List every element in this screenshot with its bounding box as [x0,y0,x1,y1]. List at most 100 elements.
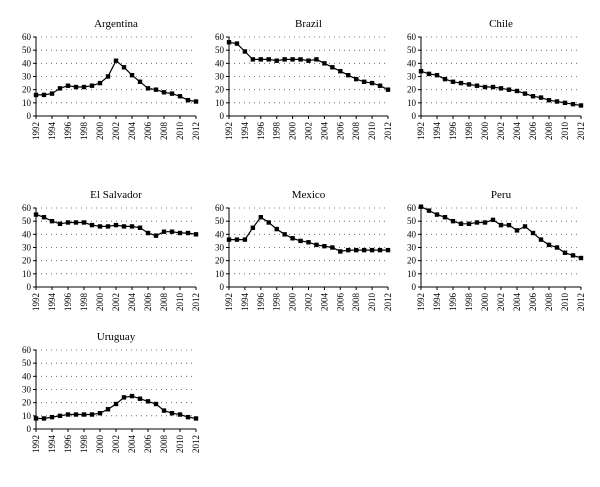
x-tick-label: 2002 [496,122,506,140]
x-tick-label: 2000 [288,293,298,312]
data-point [57,221,63,226]
data-point [89,412,95,417]
y-tick-label: 50 [407,216,417,226]
series-line [420,206,582,259]
data-point [546,242,552,248]
x-tick-label: 2002 [111,122,121,140]
x-tick-label: 2004 [127,293,137,312]
data-point [490,217,496,223]
data-point [65,412,71,417]
data-point [282,57,287,62]
x-tick-label: 1992 [416,293,426,311]
data-point [57,413,63,419]
data-point [266,220,271,225]
data-point [434,72,440,78]
data-point [306,240,311,245]
data-point [226,237,232,242]
x-tick-label: 1992 [31,293,41,311]
data-point [274,226,279,232]
x-tick-label: 2010 [367,122,377,141]
data-point [89,222,95,228]
data-point [290,57,295,62]
data-point [385,87,391,92]
x-tick-label: 2000 [480,122,490,141]
y-tick-label: 20 [407,256,417,266]
x-tick-label: 1992 [224,293,234,311]
x-tick-label: 2006 [528,293,538,312]
y-tick-label: 50 [22,358,32,368]
data-point [97,224,103,229]
x-tick-label: 1992 [224,122,234,140]
data-point [193,99,199,104]
data-point [250,225,256,230]
chart-panel: Argentina 0 10 20 30 40 50 60 1992 1994 1996 1998 20… [22,18,201,140]
chart-title: Peru [491,189,512,201]
x-tick-label: 2004 [319,122,329,141]
data-point [193,232,199,237]
data-point [474,83,480,88]
data-point [121,395,127,400]
data-point [369,80,375,86]
y-tick-label: 60 [215,32,225,42]
data-point [81,220,87,225]
data-point [306,58,311,63]
x-tick-label: 2006 [143,435,153,454]
x-tick-label: 1994 [432,293,442,312]
y-tick-label: 0 [27,111,32,121]
x-tick-label: 2010 [175,435,185,454]
x-tick-label: 2004 [512,122,522,141]
data-point [426,208,432,213]
data-point [65,220,71,225]
data-point [361,247,367,253]
x-tick-label: 2006 [335,293,345,312]
x-tick-label: 2006 [528,122,538,141]
x-tick-label: 2012 [191,122,201,140]
data-point [113,58,119,63]
data-point [121,224,127,229]
data-point [41,92,47,98]
x-tick-label: 2000 [95,435,105,454]
x-tick-label: 2010 [367,293,377,312]
data-point [562,100,568,106]
x-tick-label: 2008 [351,293,361,312]
data-point [137,396,143,401]
data-point [41,215,47,220]
data-point [185,230,191,236]
data-point [530,230,536,236]
data-point [322,61,327,66]
y-tick-label: 0 [412,282,417,292]
data-point [242,237,248,242]
x-tick-label: 2008 [351,122,361,141]
chart-panel: Chile 0 10 20 30 40 50 60 1992 1994 1996 1998 2000 20… [407,18,586,140]
data-point [153,233,159,238]
data-point [322,243,327,249]
data-point [538,237,544,242]
data-point [338,249,343,254]
y-tick-label: 40 [22,229,32,239]
x-tick-label: 2004 [127,122,137,141]
data-point [129,72,135,78]
data-point [578,103,584,108]
x-tick-label: 1996 [256,293,266,312]
data-point [570,101,576,107]
data-point [258,57,263,62]
x-tick-label: 1994 [240,122,250,141]
data-point [466,82,472,87]
y-tick-label: 10 [407,98,417,108]
data-point [418,69,424,74]
data-point [65,83,71,88]
data-point [145,399,151,404]
x-tick-label: 2004 [319,293,329,312]
data-point [121,65,127,70]
data-point [490,84,496,90]
x-tick-label: 2008 [544,293,554,312]
data-point [298,57,303,62]
data-point [369,247,375,253]
data-point [266,57,271,62]
data-point [105,407,111,412]
data-point [506,87,512,92]
x-tick-label: 2000 [95,122,105,141]
x-tick-label: 1996 [448,293,458,312]
y-tick-label: 40 [22,58,32,68]
y-tick-label: 40 [407,229,417,239]
